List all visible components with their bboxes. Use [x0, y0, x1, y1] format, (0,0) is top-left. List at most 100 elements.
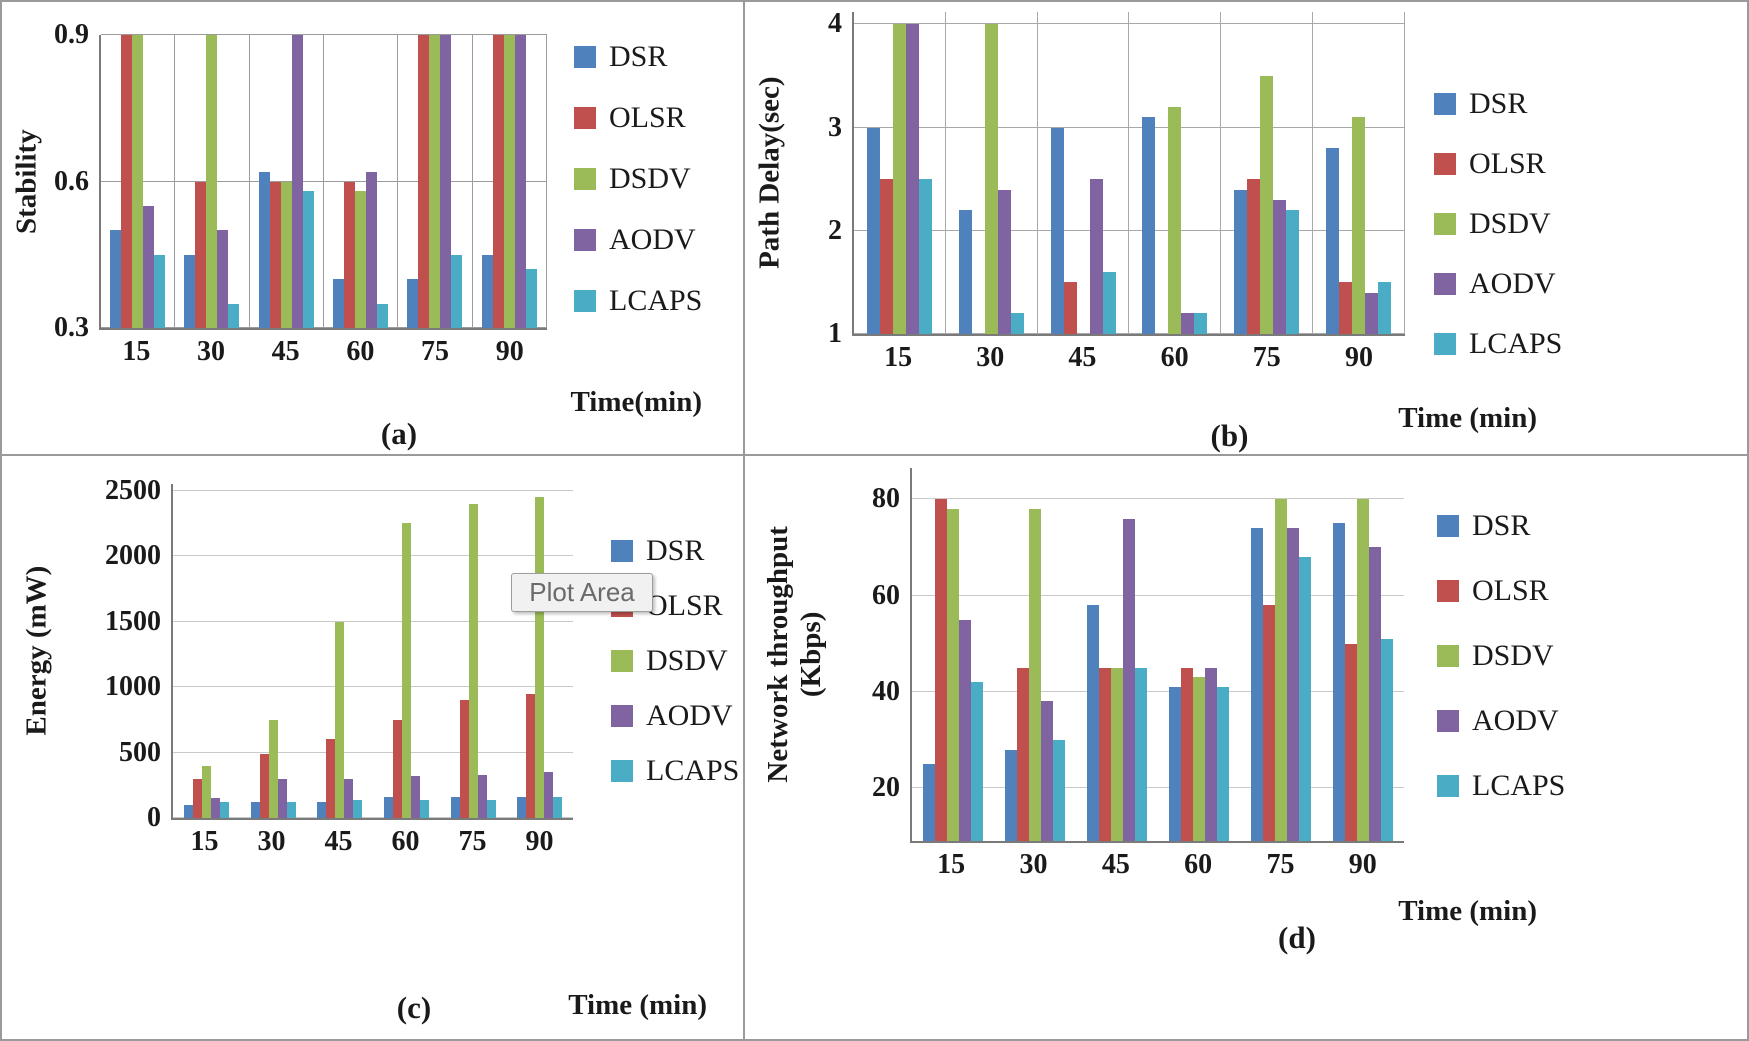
- y-tick-label: 2: [828, 214, 842, 246]
- bar-DSR-75: [407, 279, 419, 328]
- legend-swatch: [611, 650, 633, 672]
- gridline: [912, 787, 1404, 789]
- x-tick-label: 45: [271, 336, 300, 367]
- bar-LCAPS-60: [1194, 313, 1208, 334]
- gridline: [173, 686, 573, 688]
- bar-LCAPS-75: [1286, 210, 1300, 334]
- bar-AODV-45: [1089, 179, 1103, 334]
- bar-LCAPS-30: [228, 303, 240, 328]
- bar-DSR-75: [1251, 528, 1263, 841]
- y-axis-tick-labels: 20 40 60 80: [845, 468, 910, 841]
- legend-swatch: [1434, 213, 1456, 235]
- legend-swatch: [1434, 93, 1456, 115]
- category-group-60: [1158, 468, 1240, 841]
- bar-DSDV-30: [206, 35, 218, 328]
- legend-item-AODV: AODV: [1437, 703, 1565, 739]
- legend: DSR OLSR DSDV AODV LCAPS: [1437, 508, 1565, 804]
- y-tick-label: 40: [872, 675, 900, 707]
- bar-LCAPS-15: [971, 682, 983, 841]
- x-axis-tick-labels: 15 30 45 60 75 90: [910, 843, 1404, 887]
- bar-AODV-45: [344, 778, 354, 818]
- legend-item-DSR: DSR: [1434, 86, 1562, 122]
- bar-LCAPS-30: [1053, 739, 1065, 841]
- bar-LCAPS-90: [525, 269, 537, 328]
- bar-AODV-15: [959, 619, 971, 841]
- bar-AODV-90: [1365, 292, 1379, 334]
- bar-OLSR-45: [269, 181, 281, 328]
- legend-label: OLSR: [646, 589, 723, 622]
- x-axis-tick-labels: 15 30 45 60 75 90: [852, 336, 1405, 380]
- category-group-90: [1313, 12, 1405, 334]
- x-tick-label: 30: [1019, 849, 1048, 880]
- bar-LCAPS-90: [553, 797, 563, 818]
- x-tick-label: 45: [1068, 342, 1097, 373]
- legend-label: LCAPS: [646, 754, 740, 787]
- category-group-45: [1076, 468, 1158, 841]
- bar-LCAPS-75: [1299, 557, 1311, 841]
- bar-DSDV-30: [1029, 508, 1041, 841]
- bar-AODV-30: [277, 778, 287, 818]
- legend-label: LCAPS: [1472, 769, 1566, 802]
- bar-OLSR-15: [935, 499, 947, 841]
- legend-swatch: [1437, 645, 1459, 667]
- bar-LCAPS-75: [451, 254, 463, 328]
- legend-item-DSDV: DSDV: [1434, 206, 1562, 242]
- category-group-15: [912, 468, 994, 841]
- x-tick-label: 30: [257, 826, 286, 857]
- bar-AODV-75: [440, 35, 452, 328]
- bar-DSDV-75: [1275, 499, 1287, 841]
- bar-DSDV-15: [201, 765, 211, 818]
- gridline: [173, 555, 573, 557]
- bar-DSDV-45: [335, 621, 345, 818]
- bar-OLSR-75: [418, 35, 430, 328]
- bar-LCAPS-75: [486, 799, 496, 818]
- bar-OLSR-15: [121, 35, 133, 328]
- x-tick-label: 15: [937, 849, 966, 880]
- category-group-30: [175, 35, 250, 328]
- x-axis-title: Time(min): [570, 386, 702, 418]
- category-group-60: [324, 35, 399, 328]
- legend-item-AODV: AODV: [1434, 266, 1562, 302]
- plot-area: [852, 12, 1405, 336]
- bar-DSDV-90: [1357, 499, 1369, 841]
- legend: DSR OLSR DSDV AODV LCAPS: [1434, 86, 1562, 362]
- subfigure-caption: (c): [396, 990, 432, 1025]
- legend-swatch: [611, 760, 633, 782]
- y-tick-label: 60: [872, 579, 900, 611]
- bar-DSR-90: [1326, 148, 1340, 334]
- x-axis-tick-labels: 15 30 45 60 75 90: [99, 330, 547, 370]
- category-group-90: [1322, 468, 1404, 841]
- legend-swatch: [574, 46, 596, 68]
- bar-DSDV-15: [892, 24, 906, 334]
- bar-OLSR-75: [459, 700, 469, 818]
- bar-AODV-75: [477, 774, 487, 818]
- gridline: [173, 817, 573, 818]
- x-tick-label: 30: [976, 342, 1005, 373]
- plot-area: [99, 34, 547, 330]
- bar-DSDV-30: [268, 719, 278, 818]
- category-group-45: [1038, 12, 1130, 334]
- category-group-75: [1221, 12, 1314, 334]
- bar-AODV-60: [1181, 313, 1195, 334]
- y-tick-label: 80: [872, 483, 900, 515]
- bar-AODV-15: [905, 24, 919, 334]
- bar-LCAPS-30: [1010, 313, 1024, 334]
- bar-DSR-75: [450, 797, 460, 818]
- bar-OLSR-30: [195, 181, 207, 328]
- y-tick-label: 2500: [105, 474, 161, 506]
- category-group-75: [1240, 468, 1322, 841]
- legend-label: OLSR: [1469, 147, 1546, 180]
- subfigure-caption: (b): [1210, 418, 1249, 453]
- y-axis-title-text: Network throughput: [761, 526, 794, 783]
- gridline: [854, 333, 1405, 334]
- bar-OLSR-90: [1339, 282, 1353, 334]
- bar-LCAPS-60: [1217, 687, 1229, 841]
- legend-item-DSDV: DSDV: [574, 161, 702, 197]
- bar-DSDV-90: [535, 497, 545, 818]
- x-tick-label: 75: [458, 826, 487, 857]
- bar-LCAPS-45: [1135, 667, 1147, 841]
- bar-groups: [912, 468, 1404, 841]
- legend-swatch: [1437, 515, 1459, 537]
- x-tick-label: 60: [346, 336, 375, 367]
